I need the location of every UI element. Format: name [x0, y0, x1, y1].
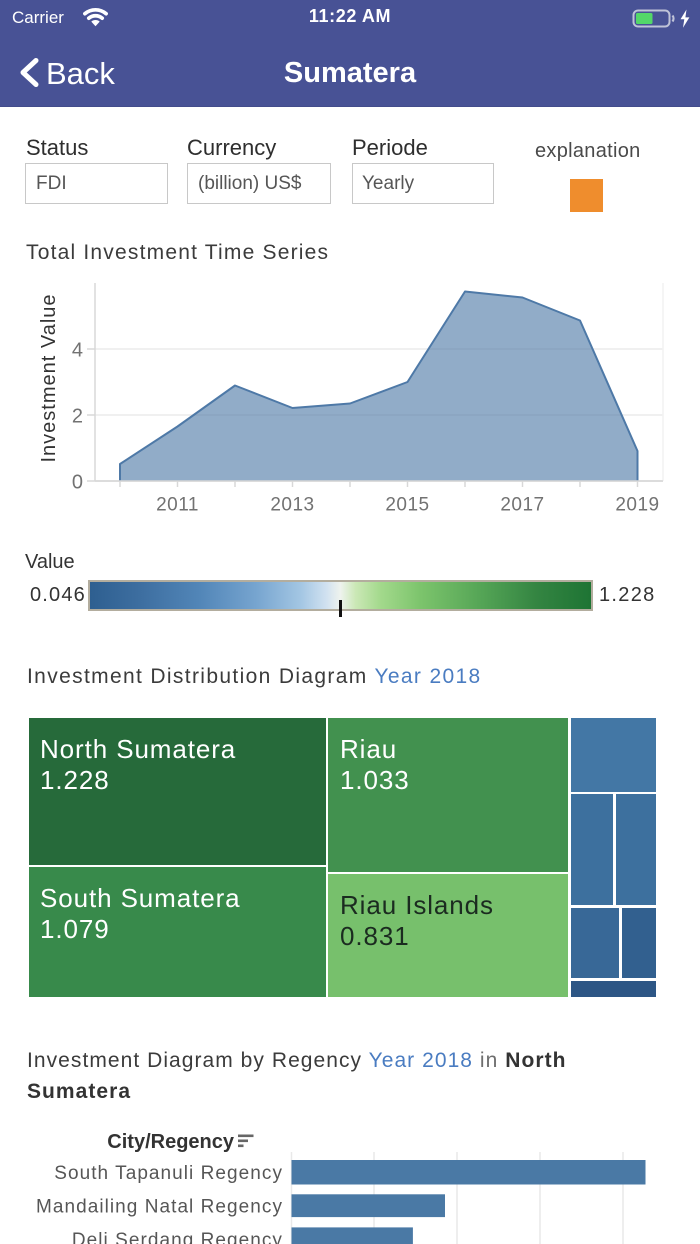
svg-text:Investment Value: Investment Value	[38, 293, 60, 462]
svg-text:2015: 2015	[385, 495, 429, 516]
svg-text:2: 2	[72, 406, 83, 428]
svg-text:2019: 2019	[615, 495, 659, 516]
svg-text:4: 4	[72, 340, 83, 362]
svg-text:Mandailing Natal Regency: Mandailing Natal Regency	[36, 1196, 283, 1217]
svg-text:2017: 2017	[500, 495, 544, 516]
svg-text:0: 0	[72, 472, 83, 494]
svg-text:2013: 2013	[270, 495, 314, 516]
svg-text:Deli Serdang Regency: Deli Serdang Regency	[72, 1230, 283, 1244]
svg-text:2011: 2011	[156, 495, 199, 516]
svg-text:South Tapanuli Regency: South Tapanuli Regency	[54, 1163, 283, 1184]
